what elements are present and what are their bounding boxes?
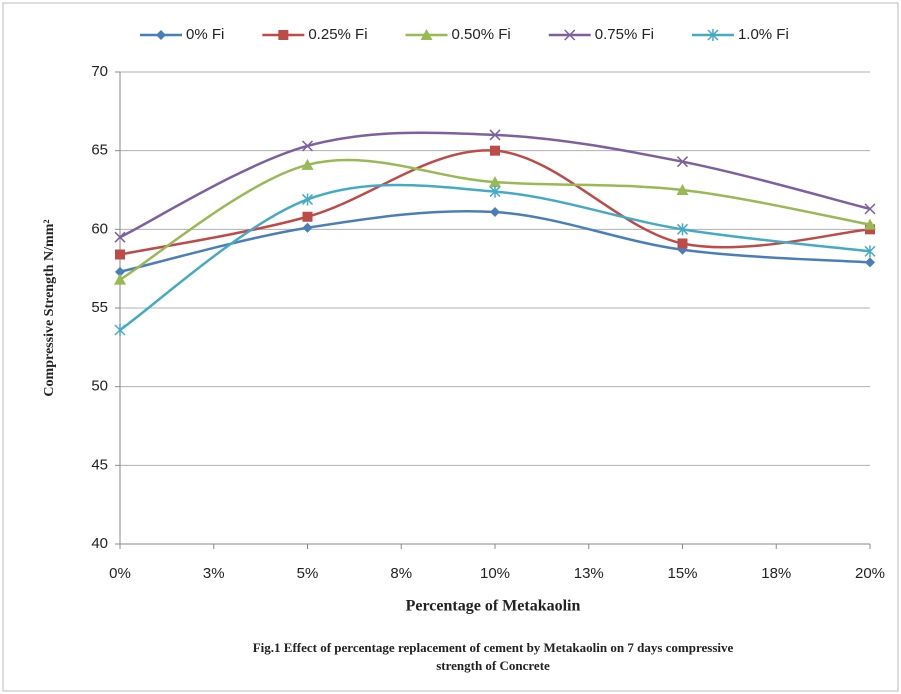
marker <box>420 29 433 40</box>
marker <box>677 238 688 249</box>
x-tick-label: 10% <box>480 565 510 582</box>
marker <box>115 266 125 277</box>
caption: Fig.1 Effect of percentage replacement o… <box>253 640 734 655</box>
marker <box>114 324 126 337</box>
legend-label: 1.0% Fi <box>738 26 789 43</box>
y-tick-label: 55 <box>91 299 108 316</box>
x-tick-label: 20% <box>855 565 885 582</box>
x-tick-label: 3% <box>203 565 225 582</box>
x-tick-label: 13% <box>574 565 604 582</box>
marker <box>301 158 314 170</box>
marker <box>302 211 313 222</box>
marker <box>564 29 576 41</box>
y-tick-label: 65 <box>91 142 108 159</box>
x-tick-label: 8% <box>390 565 412 582</box>
x-tick-label: 0% <box>109 565 131 582</box>
marker <box>114 231 126 243</box>
marker <box>864 245 876 258</box>
legend-label: 0% Fi <box>186 26 224 43</box>
marker <box>489 176 501 188</box>
marker <box>707 29 719 41</box>
marker <box>490 207 500 218</box>
x-tick-label: 18% <box>761 565 791 582</box>
marker <box>864 218 876 230</box>
legend-label: 0.75% Fi <box>595 26 654 43</box>
x-tick-label: 5% <box>297 565 319 582</box>
marker <box>156 30 166 40</box>
marker <box>301 193 314 206</box>
legend-label: 0.50% Fi <box>452 26 511 43</box>
x-axis-title: Percentage of Metakaolin <box>406 598 581 615</box>
marker <box>278 30 289 40</box>
caption: strength of Concrete <box>436 658 550 673</box>
marker <box>676 156 689 168</box>
y-axis-title: Compressive Strength N/mm² <box>42 219 57 396</box>
marker <box>676 184 689 195</box>
y-tick-label: 70 <box>91 63 108 80</box>
marker <box>114 273 126 285</box>
marker <box>115 249 125 260</box>
marker <box>865 257 875 268</box>
x-tick-label: 15% <box>667 565 697 582</box>
marker <box>301 140 314 152</box>
marker <box>489 129 501 141</box>
marker <box>302 222 313 233</box>
marker <box>489 185 501 198</box>
y-tick-label: 40 <box>91 535 108 552</box>
y-tick-label: 45 <box>91 456 108 473</box>
y-tick-label: 60 <box>91 220 108 237</box>
marker <box>864 203 876 215</box>
marker <box>676 223 689 236</box>
marker <box>490 145 500 156</box>
y-tick-label: 50 <box>91 378 108 395</box>
legend-label: 0.25% Fi <box>308 26 367 43</box>
